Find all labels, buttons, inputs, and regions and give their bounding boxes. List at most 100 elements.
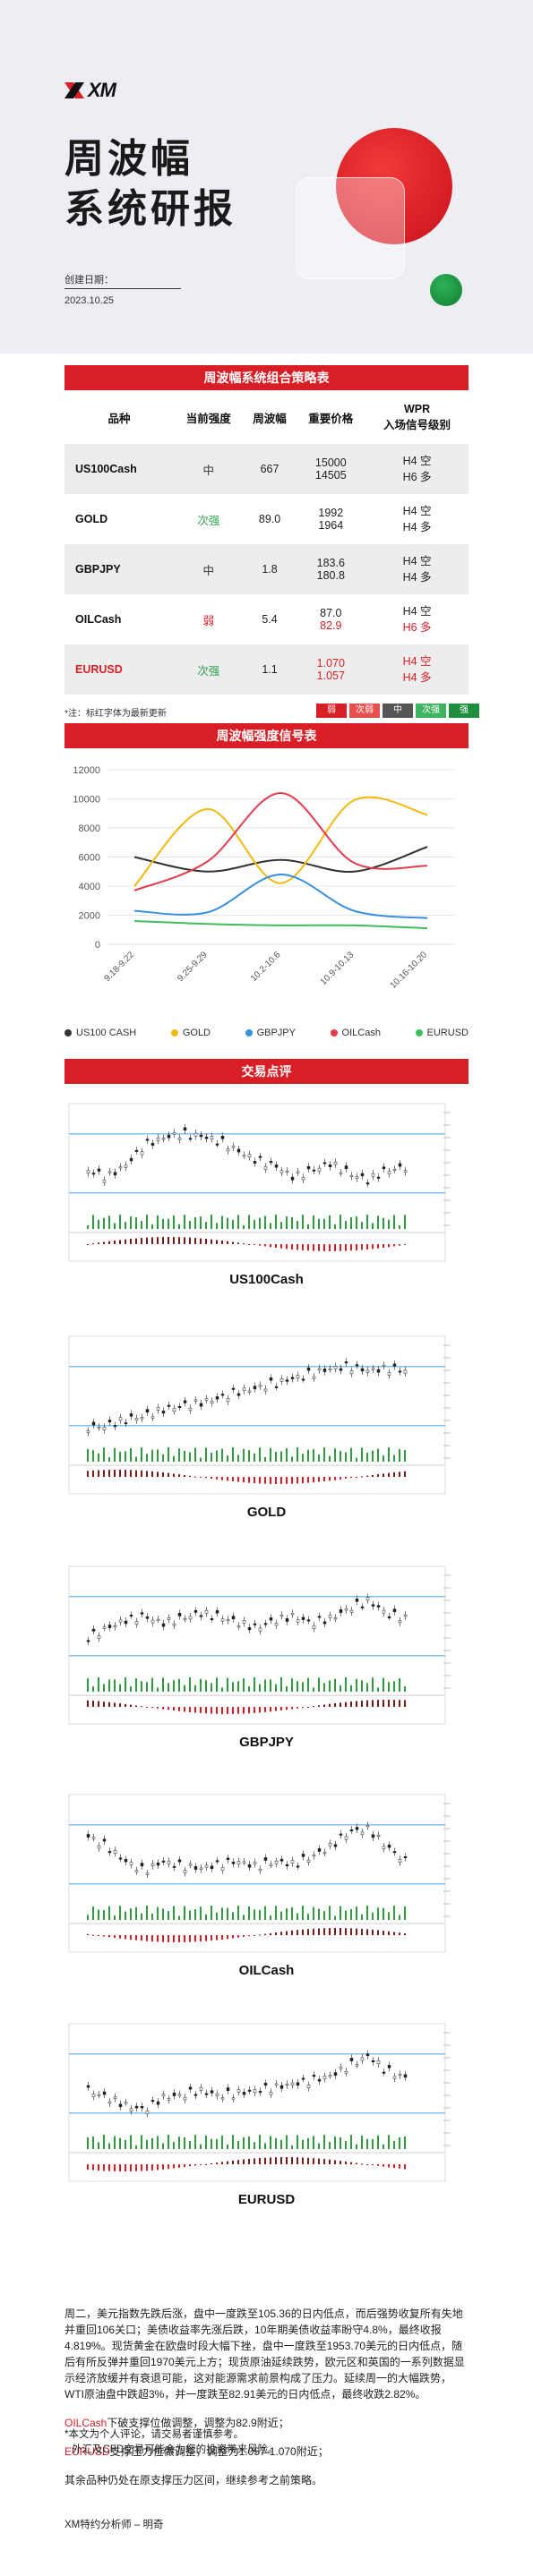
oscillator-bar bbox=[130, 1470, 132, 1477]
volume-bar bbox=[388, 1912, 390, 1920]
oscillator-bar bbox=[275, 1477, 277, 1484]
candle-body bbox=[220, 1618, 225, 1622]
volume-bar bbox=[194, 1909, 196, 1920]
volume-bar bbox=[157, 1687, 159, 1692]
candle-body bbox=[317, 1847, 322, 1852]
candle-body bbox=[349, 1830, 354, 1832]
oscillator-bar bbox=[173, 2164, 175, 2169]
candle-body bbox=[107, 1851, 112, 1854]
oscillator-bar bbox=[345, 1702, 347, 1707]
oscillator-bar bbox=[243, 1935, 245, 1937]
candle-body bbox=[274, 2083, 279, 2086]
candle-body bbox=[242, 1620, 246, 1624]
volume-bar bbox=[297, 1681, 298, 1692]
range-cell: 1.8 bbox=[243, 544, 297, 594]
oscillator-bar bbox=[399, 1244, 400, 1246]
volume-bar bbox=[356, 1216, 357, 1229]
volume-bar bbox=[157, 1449, 159, 1462]
volume-bar bbox=[404, 1215, 406, 1229]
candlestick-chart bbox=[68, 1565, 451, 1725]
candle-body bbox=[102, 1180, 107, 1183]
candle-body bbox=[236, 1861, 241, 1864]
legend-swatch: 中 bbox=[383, 704, 413, 718]
oscillator-bar bbox=[227, 1477, 228, 1481]
oscillator-bar bbox=[87, 1471, 89, 1477]
candle-body bbox=[285, 2084, 289, 2086]
price-lower: 82.9 bbox=[320, 619, 342, 632]
xm-logo[interactable]: XM bbox=[64, 79, 116, 102]
oscillator-bar bbox=[162, 1237, 164, 1244]
candle-body bbox=[167, 2098, 171, 2101]
volume-bar bbox=[146, 1454, 148, 1462]
oscillator-bar bbox=[103, 1470, 105, 1477]
candle-body bbox=[140, 1151, 144, 1156]
legend-label: GBPJPY bbox=[256, 1028, 296, 1038]
candle-body bbox=[258, 1156, 262, 1158]
candle-body bbox=[360, 1173, 365, 1177]
oscillator-bar bbox=[264, 1707, 266, 1712]
candle-body bbox=[150, 2100, 155, 2103]
y-tick-label: 0 bbox=[95, 940, 100, 951]
oscillator-bar bbox=[216, 2162, 218, 2164]
oscillator-bar bbox=[366, 1929, 368, 1935]
candle-body bbox=[269, 2092, 273, 2095]
candle-body bbox=[269, 1161, 273, 1164]
candle-body bbox=[253, 1161, 257, 1164]
oscillator-bar bbox=[318, 1244, 320, 1251]
candle-body bbox=[172, 2093, 176, 2096]
panel-symbol-label: GOLD bbox=[246, 1505, 287, 1520]
candle-body bbox=[210, 1400, 214, 1403]
volume-bar bbox=[313, 1449, 314, 1462]
oscillator-bar bbox=[157, 2164, 159, 2171]
volume-bar bbox=[291, 2145, 293, 2149]
oscillator-bar bbox=[237, 1242, 239, 1244]
oscillator-bar bbox=[291, 1244, 293, 1250]
candle-body bbox=[215, 1143, 219, 1146]
oscillator-bar bbox=[404, 1933, 406, 1935]
oscillator-bar bbox=[221, 1935, 223, 1940]
volume-bar bbox=[270, 1915, 271, 1920]
volume-bar bbox=[227, 2144, 228, 2149]
oscillator-bar bbox=[194, 2164, 196, 2166]
candle-body bbox=[247, 1390, 252, 1393]
volume-bar bbox=[302, 1215, 304, 1229]
oscillator-bar bbox=[92, 1470, 94, 1477]
oscillator-bar bbox=[103, 1241, 105, 1244]
candle-body bbox=[172, 1132, 176, 1135]
volume-bar bbox=[334, 2137, 336, 2149]
oscillator-bar bbox=[135, 2164, 137, 2171]
date-underline bbox=[64, 288, 181, 289]
candle-body bbox=[376, 2060, 381, 2065]
oscillator-bar bbox=[243, 1477, 245, 1483]
candle-body bbox=[365, 1597, 370, 1601]
volume-bar bbox=[200, 2144, 202, 2149]
volume-bar bbox=[383, 1907, 384, 1920]
chart-frame bbox=[68, 1103, 446, 1262]
y-tick-label: 12000 bbox=[73, 765, 100, 776]
oscillator-bar bbox=[151, 1707, 153, 1708]
oscillator-bar bbox=[361, 1928, 363, 1935]
volume-bar bbox=[350, 1447, 352, 1462]
oscillator-bar bbox=[216, 1477, 218, 1480]
oscillator-bar bbox=[103, 1935, 105, 1937]
table-row: GBPJPY 中 1.8 183.6 180.8 H4 空 H4 多 bbox=[64, 544, 469, 594]
volume-bar bbox=[205, 2135, 207, 2149]
oscillator-bar bbox=[98, 1242, 99, 1244]
candle-body bbox=[177, 1138, 182, 1140]
candle-body bbox=[97, 1845, 101, 1849]
candle-body bbox=[344, 1836, 348, 1840]
symbol-cell: GBPJPY bbox=[64, 544, 174, 594]
oscillator-bar bbox=[366, 1700, 368, 1707]
oscillator-bar bbox=[372, 1244, 374, 1250]
oscillator-bar bbox=[297, 1477, 298, 1484]
series-line-gbpjpy bbox=[133, 873, 428, 919]
volume-bar bbox=[227, 1217, 228, 1229]
volume-bar bbox=[178, 2137, 180, 2149]
oscillator-bar bbox=[92, 2164, 94, 2171]
candle-body bbox=[150, 1143, 155, 1146]
price-cell: 87.0 82.9 bbox=[296, 594, 366, 644]
volume-bar bbox=[237, 1906, 239, 1920]
legend-dot-icon bbox=[64, 1029, 72, 1036]
page-title: 周波幅 系统研报 bbox=[64, 134, 236, 235]
oscillator-bar bbox=[87, 2164, 89, 2171]
